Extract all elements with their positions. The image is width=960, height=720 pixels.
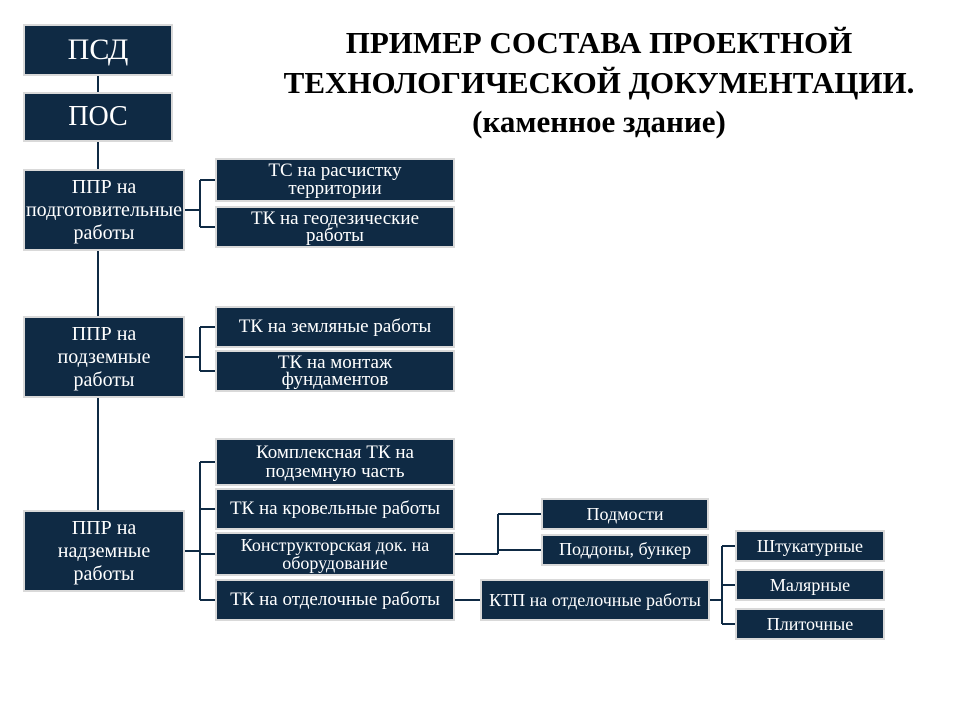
node-tc5: Комплексная ТК на подземную часть — [215, 438, 455, 486]
node-ktp: КТП на отделочные работы — [480, 579, 710, 621]
node-psd: ПСД — [23, 24, 173, 76]
node-ppr1: ППР на подготовительные работы — [23, 169, 185, 251]
node-label: Конструкторская док. на оборудование — [223, 536, 447, 572]
node-label: Плиточные — [767, 614, 854, 635]
node-tc1: ТС на расчистку территории — [215, 158, 455, 202]
node-label: Комплексная ТК на подземную часть — [223, 443, 447, 481]
node-label: ППР на надземные работы — [31, 517, 177, 586]
node-label: ПОС — [68, 101, 127, 133]
node-ppr3: ППР на надземные работы — [23, 510, 185, 592]
node-label: ТК на монтаж фундаментов — [223, 354, 447, 388]
node-tc2: ТК на геодезические работы — [215, 206, 455, 248]
node-label: ППР на подготовительные работы — [26, 176, 182, 245]
node-pos: ПОС — [23, 92, 173, 142]
node-label: Поддоны, бункер — [559, 542, 691, 557]
node-label: ТК на земляные работы — [239, 318, 432, 335]
node-tc4: ТК на монтаж фундаментов — [215, 350, 455, 392]
node-label: Малярные — [770, 575, 850, 596]
node-label: Подмости — [587, 504, 664, 525]
node-fin3: Плиточные — [735, 608, 885, 640]
node-tc6: ТК на кровельные работы — [215, 488, 455, 530]
node-ppr2: ППР на подземные работы — [23, 316, 185, 398]
node-fin1: Штукатурные — [735, 530, 885, 562]
node-label: ППР на подземные работы — [31, 323, 177, 392]
node-label: ПСД — [68, 33, 129, 67]
node-eq2: Поддоны, бункер — [541, 534, 709, 566]
node-fin2: Малярные — [735, 569, 885, 601]
node-tc7: Конструкторская док. на оборудование — [215, 532, 455, 576]
node-label: ТС на расчистку территории — [223, 162, 447, 198]
node-tc3: ТК на земляные работы — [215, 306, 455, 348]
node-label: КТП на отделочные работы — [489, 592, 701, 608]
node-label: Штукатурные — [757, 536, 863, 557]
node-tc8: ТК на отделочные работы — [215, 579, 455, 621]
node-label: ТК на кровельные работы — [230, 500, 440, 517]
node-label: ТК на отделочные работы — [230, 591, 440, 608]
node-eq1: Подмости — [541, 498, 709, 530]
node-label: ТК на геодезические работы — [223, 210, 447, 244]
diagram-title: ПРИМЕР СОСТАВА ПРОЕКТНОЙ ТЕХНОЛОГИЧЕСКОЙ… — [254, 23, 944, 142]
